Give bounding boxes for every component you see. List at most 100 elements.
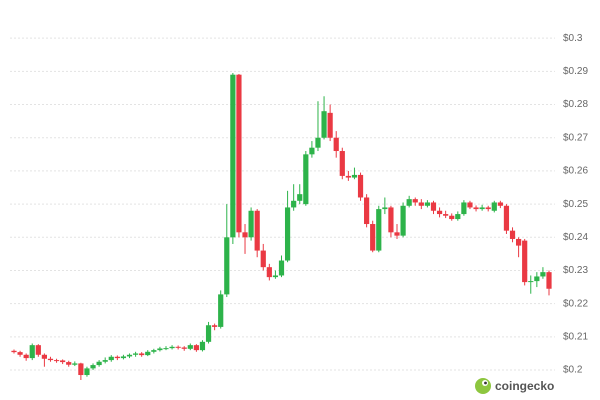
y-tick-label: $0.26 [563,166,588,177]
candle-body [303,154,309,205]
candle-body [284,207,291,261]
y-tick-label: $0.28 [563,99,588,110]
y-tick-label: $0.21 [563,331,588,342]
candle-body [47,358,54,361]
candle-body [236,74,242,233]
candle-body [230,74,236,238]
candle-body [461,202,467,215]
candle-body [467,202,473,208]
candle-body [400,205,406,236]
candle-body [11,350,17,353]
candle-body [364,197,370,225]
candle-body [418,202,424,206]
candle-body [473,207,479,210]
candle-body [60,360,66,363]
candle-body [278,260,285,276]
candle-body [102,360,108,362]
candle-body [193,345,199,351]
candle-body [132,353,139,355]
candle-body [254,210,260,251]
candle-body [212,325,218,327]
candle-body [449,215,455,220]
candle-body [187,345,193,349]
y-tick-label: $0.29 [563,66,588,77]
candle-body [291,200,297,208]
candle-body [114,356,120,359]
candle-body [242,232,248,238]
candle-body [272,275,279,278]
candles [11,73,552,380]
candle-body [35,345,41,355]
candle-body [412,199,418,203]
y-tick-label: $0.3 [563,33,583,44]
candle-body [351,174,358,178]
candle-body [436,210,443,215]
candle-body [516,238,522,246]
candle-body [297,194,303,201]
candle-body [205,325,212,342]
candle-body [199,341,206,351]
candle-body [78,363,84,376]
candle-body [497,202,503,206]
candle-body [394,232,400,236]
candle-body [455,214,461,220]
candle-body [339,151,345,176]
candle-body [327,112,333,138]
candle-body [29,345,35,359]
candle-body [23,354,29,359]
candle-body [53,360,60,362]
candle-body [157,348,163,351]
candle-body [17,352,23,355]
candle-body [218,294,224,327]
candle-body [370,224,376,251]
candle-body [309,147,315,155]
candle-body [540,272,546,277]
candle-body [345,175,351,178]
candle-body [546,272,552,289]
candle-body [406,199,412,206]
candle-body [503,205,510,231]
candle-body [120,356,127,359]
candle-body [96,361,102,366]
watermark-logo [475,378,491,394]
candle-body [139,353,145,356]
candle-body [248,210,254,238]
candle-body [443,214,449,216]
candle-body [169,346,175,349]
candle-body [333,137,339,152]
candle-body [163,348,169,350]
candle-body [66,362,72,365]
candle-body [224,237,230,295]
candle-body [260,250,266,268]
candle-body [41,354,47,359]
y-tick-label: $0.2 [563,365,583,376]
candle-body [528,281,534,283]
y-tick-label: $0.24 [563,232,588,243]
candle-body [90,365,96,369]
candle-body [485,207,491,210]
candle-body [72,363,78,365]
candle-body [108,356,114,361]
candle-body [321,111,327,138]
candle-body [491,202,497,211]
candle-body [126,354,133,357]
candle-body [522,240,528,283]
candle-body [430,202,437,211]
candle-body [84,368,90,376]
candle-body [534,276,540,282]
candle-body [315,137,321,148]
y-tick-label: $0.27 [563,132,588,143]
candle-body [479,207,485,210]
candle-body [424,202,431,206]
candle-body [266,267,272,278]
candle-body [357,174,364,198]
candle-body [181,347,187,349]
candle-body [382,207,388,210]
candle-body [151,350,157,352]
candle-body [145,351,151,356]
candle-body [509,230,516,239]
candle-body [175,346,181,348]
candle-body [388,207,394,233]
watermark: coingecko [495,379,554,393]
